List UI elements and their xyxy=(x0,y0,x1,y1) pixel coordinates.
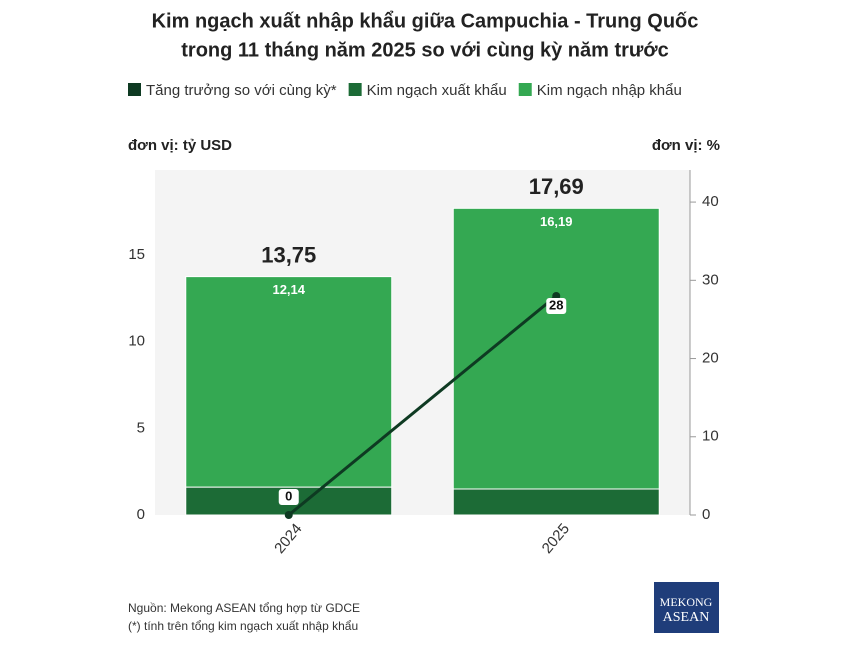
legend-swatch xyxy=(518,83,532,96)
y2-tick-label: 30 xyxy=(702,271,719,288)
total-label: 17,69 xyxy=(529,174,584,199)
point-label: 28 xyxy=(549,297,563,312)
legend-label: Tăng trưởng so với cùng kỳ* xyxy=(146,82,337,99)
y-tick-label: 5 xyxy=(137,419,145,436)
label-bg xyxy=(546,297,567,314)
line-point xyxy=(284,511,293,519)
total-label: 13,75 xyxy=(261,242,316,267)
logo-box xyxy=(654,582,719,633)
note: (*) tính trên tổng kim ngạch xuất nhập k… xyxy=(128,619,358,633)
chart-title: trong 11 tháng năm 2025 so với cùng kỳ n… xyxy=(181,39,669,61)
logo-text: MEKONG xyxy=(660,595,713,609)
point-label: 0 xyxy=(285,488,292,503)
y-axis-label: đơn vị: tỷ USD xyxy=(128,137,232,154)
legend-label: Kim ngạch xuất khẩu xyxy=(367,82,507,99)
label-bg xyxy=(278,489,299,505)
legend-swatch xyxy=(348,83,362,96)
value-label: 12,14 xyxy=(272,282,305,297)
bar xyxy=(452,488,660,516)
chart-title: Kim ngạch xuất nhập khẩu giữa Campuchia … xyxy=(152,10,699,32)
y-tick-label: 15 xyxy=(128,246,145,263)
bar xyxy=(452,207,660,490)
y-tick-label: 0 xyxy=(137,506,145,523)
y2-tick-label: 0 xyxy=(702,506,710,523)
logo-text: ASEAN xyxy=(663,610,710,625)
legend-label: Kim ngạch nhập khẩu xyxy=(537,82,682,99)
x-tick-label: 2025 xyxy=(539,520,573,556)
bar xyxy=(185,276,393,488)
y2-tick-label: 40 xyxy=(702,193,719,210)
note: Nguồn: Mekong ASEAN tổng hợp từ GDCE xyxy=(128,601,360,615)
y2-tick-label: 20 xyxy=(702,350,719,367)
y2-axis-label: đơn vị: % xyxy=(652,137,720,154)
line xyxy=(287,294,558,517)
y2-tick-label: 10 xyxy=(702,428,719,445)
legend-swatch xyxy=(128,83,141,96)
x-tick-label: 2024 xyxy=(271,520,305,556)
value-label: 16,19 xyxy=(540,214,573,229)
y-tick-label: 10 xyxy=(128,333,145,350)
